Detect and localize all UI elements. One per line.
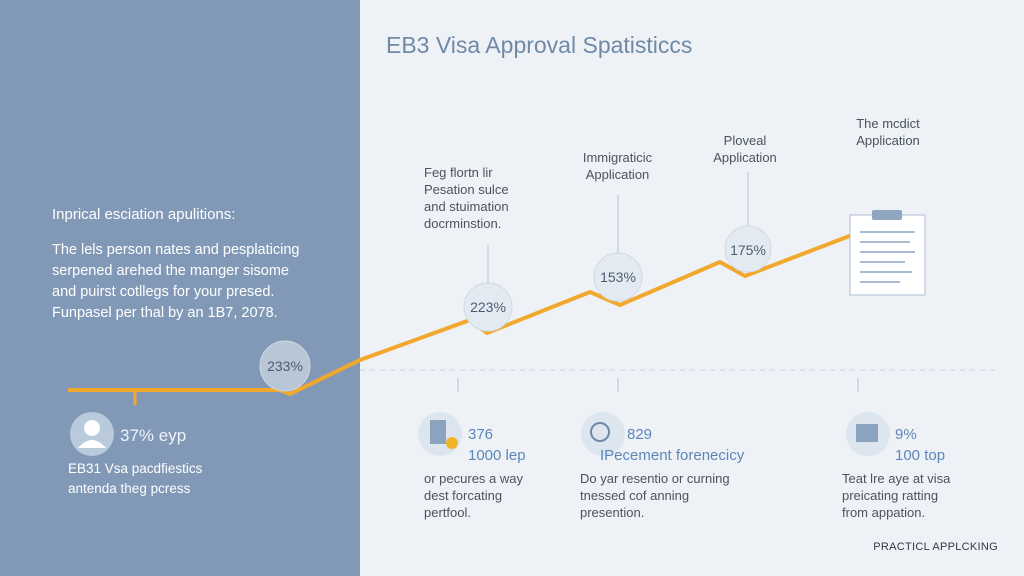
card-description: or pecures a way dest forcating pertfool… (424, 470, 523, 521)
trend-line (68, 230, 861, 396)
left-panel (0, 0, 360, 576)
text-line: Teat lre aye at visa (842, 471, 951, 486)
callout: Immigraticic Application (565, 149, 670, 183)
text-line: tnessed cof anning (580, 488, 690, 503)
point-label: 153% (600, 269, 636, 285)
text-line: and stuimation (424, 199, 509, 214)
left-paragraph: The lels person nates and pesplaticing s… (52, 240, 299, 303)
text-line: The mcdict (856, 116, 920, 131)
callout: Ploveal Application (700, 132, 790, 166)
point-label: 233% (267, 358, 303, 374)
text-line: dest forcating (424, 488, 503, 503)
callout: Feg flortn lir Pesation sulce and stuima… (424, 164, 509, 232)
callout: The mcdict Application (838, 115, 938, 149)
title: EB3 Visa Approval Spatisticcs (386, 32, 693, 58)
card: 829 IPecement forenecicy (600, 424, 744, 466)
card: 9% 100 top (895, 424, 945, 466)
card-value: 9% (895, 426, 917, 443)
card: 376 1000 lep (468, 424, 526, 466)
card-value: 829 (627, 426, 653, 443)
text-line: and puirst cotllegs for your presed. (52, 284, 275, 300)
card-sub: IPecement forenecicy (600, 447, 745, 464)
connectors (133, 172, 859, 405)
left-description: EB31 Vsa pacdfiestics antenda theg pcres… (68, 459, 202, 499)
text-line: Ploveal (723, 133, 767, 148)
card-sub: 1000 lep (468, 447, 526, 464)
point-circles (259, 225, 772, 392)
card-sub: 100 top (895, 447, 946, 464)
text-line: or pecures a way (424, 471, 523, 486)
icons (70, 412, 890, 456)
text-line: EB31 Vsa pacdfiestics (68, 461, 203, 476)
footer: PRACTICL APPLCKING (873, 541, 998, 553)
left-note: Funpasel per thal by an 1B7, 2078. (52, 305, 278, 321)
document-icon (849, 210, 926, 296)
card-description: Do yar resentio or curning tnessed cof a… (580, 470, 730, 521)
text-line: antenda theg pcress (68, 481, 191, 496)
text-line: Feg flortn lir (424, 165, 493, 180)
card-value: 376 (468, 426, 494, 443)
text-line: presention. (580, 505, 645, 520)
text-line: Application (856, 133, 920, 148)
text-line: Application (713, 150, 777, 165)
text-line: pertfool. (424, 505, 471, 520)
point-label: 223% (470, 299, 506, 315)
text-line: Pesation sulce (424, 182, 509, 197)
text-line: from appation. (842, 505, 926, 520)
left-stat: 37% eyp (120, 426, 187, 445)
left-heading: Inprical esciation apulitions: (52, 206, 236, 223)
text-line: docrminstion. (424, 216, 502, 231)
point-label: 175% (730, 242, 766, 258)
text-line: Do yar resentio or curning (580, 471, 730, 486)
card-description: Teat lre aye at visa preicating ratting … (842, 470, 950, 521)
text-line: Application (585, 167, 650, 182)
text-line: serpened arehed the manger sisome (52, 263, 289, 279)
text-line: preicating ratting (842, 488, 939, 503)
text-line: Immigraticic (582, 150, 653, 165)
text-line: The lels person nates and pesplaticing (52, 242, 300, 258)
